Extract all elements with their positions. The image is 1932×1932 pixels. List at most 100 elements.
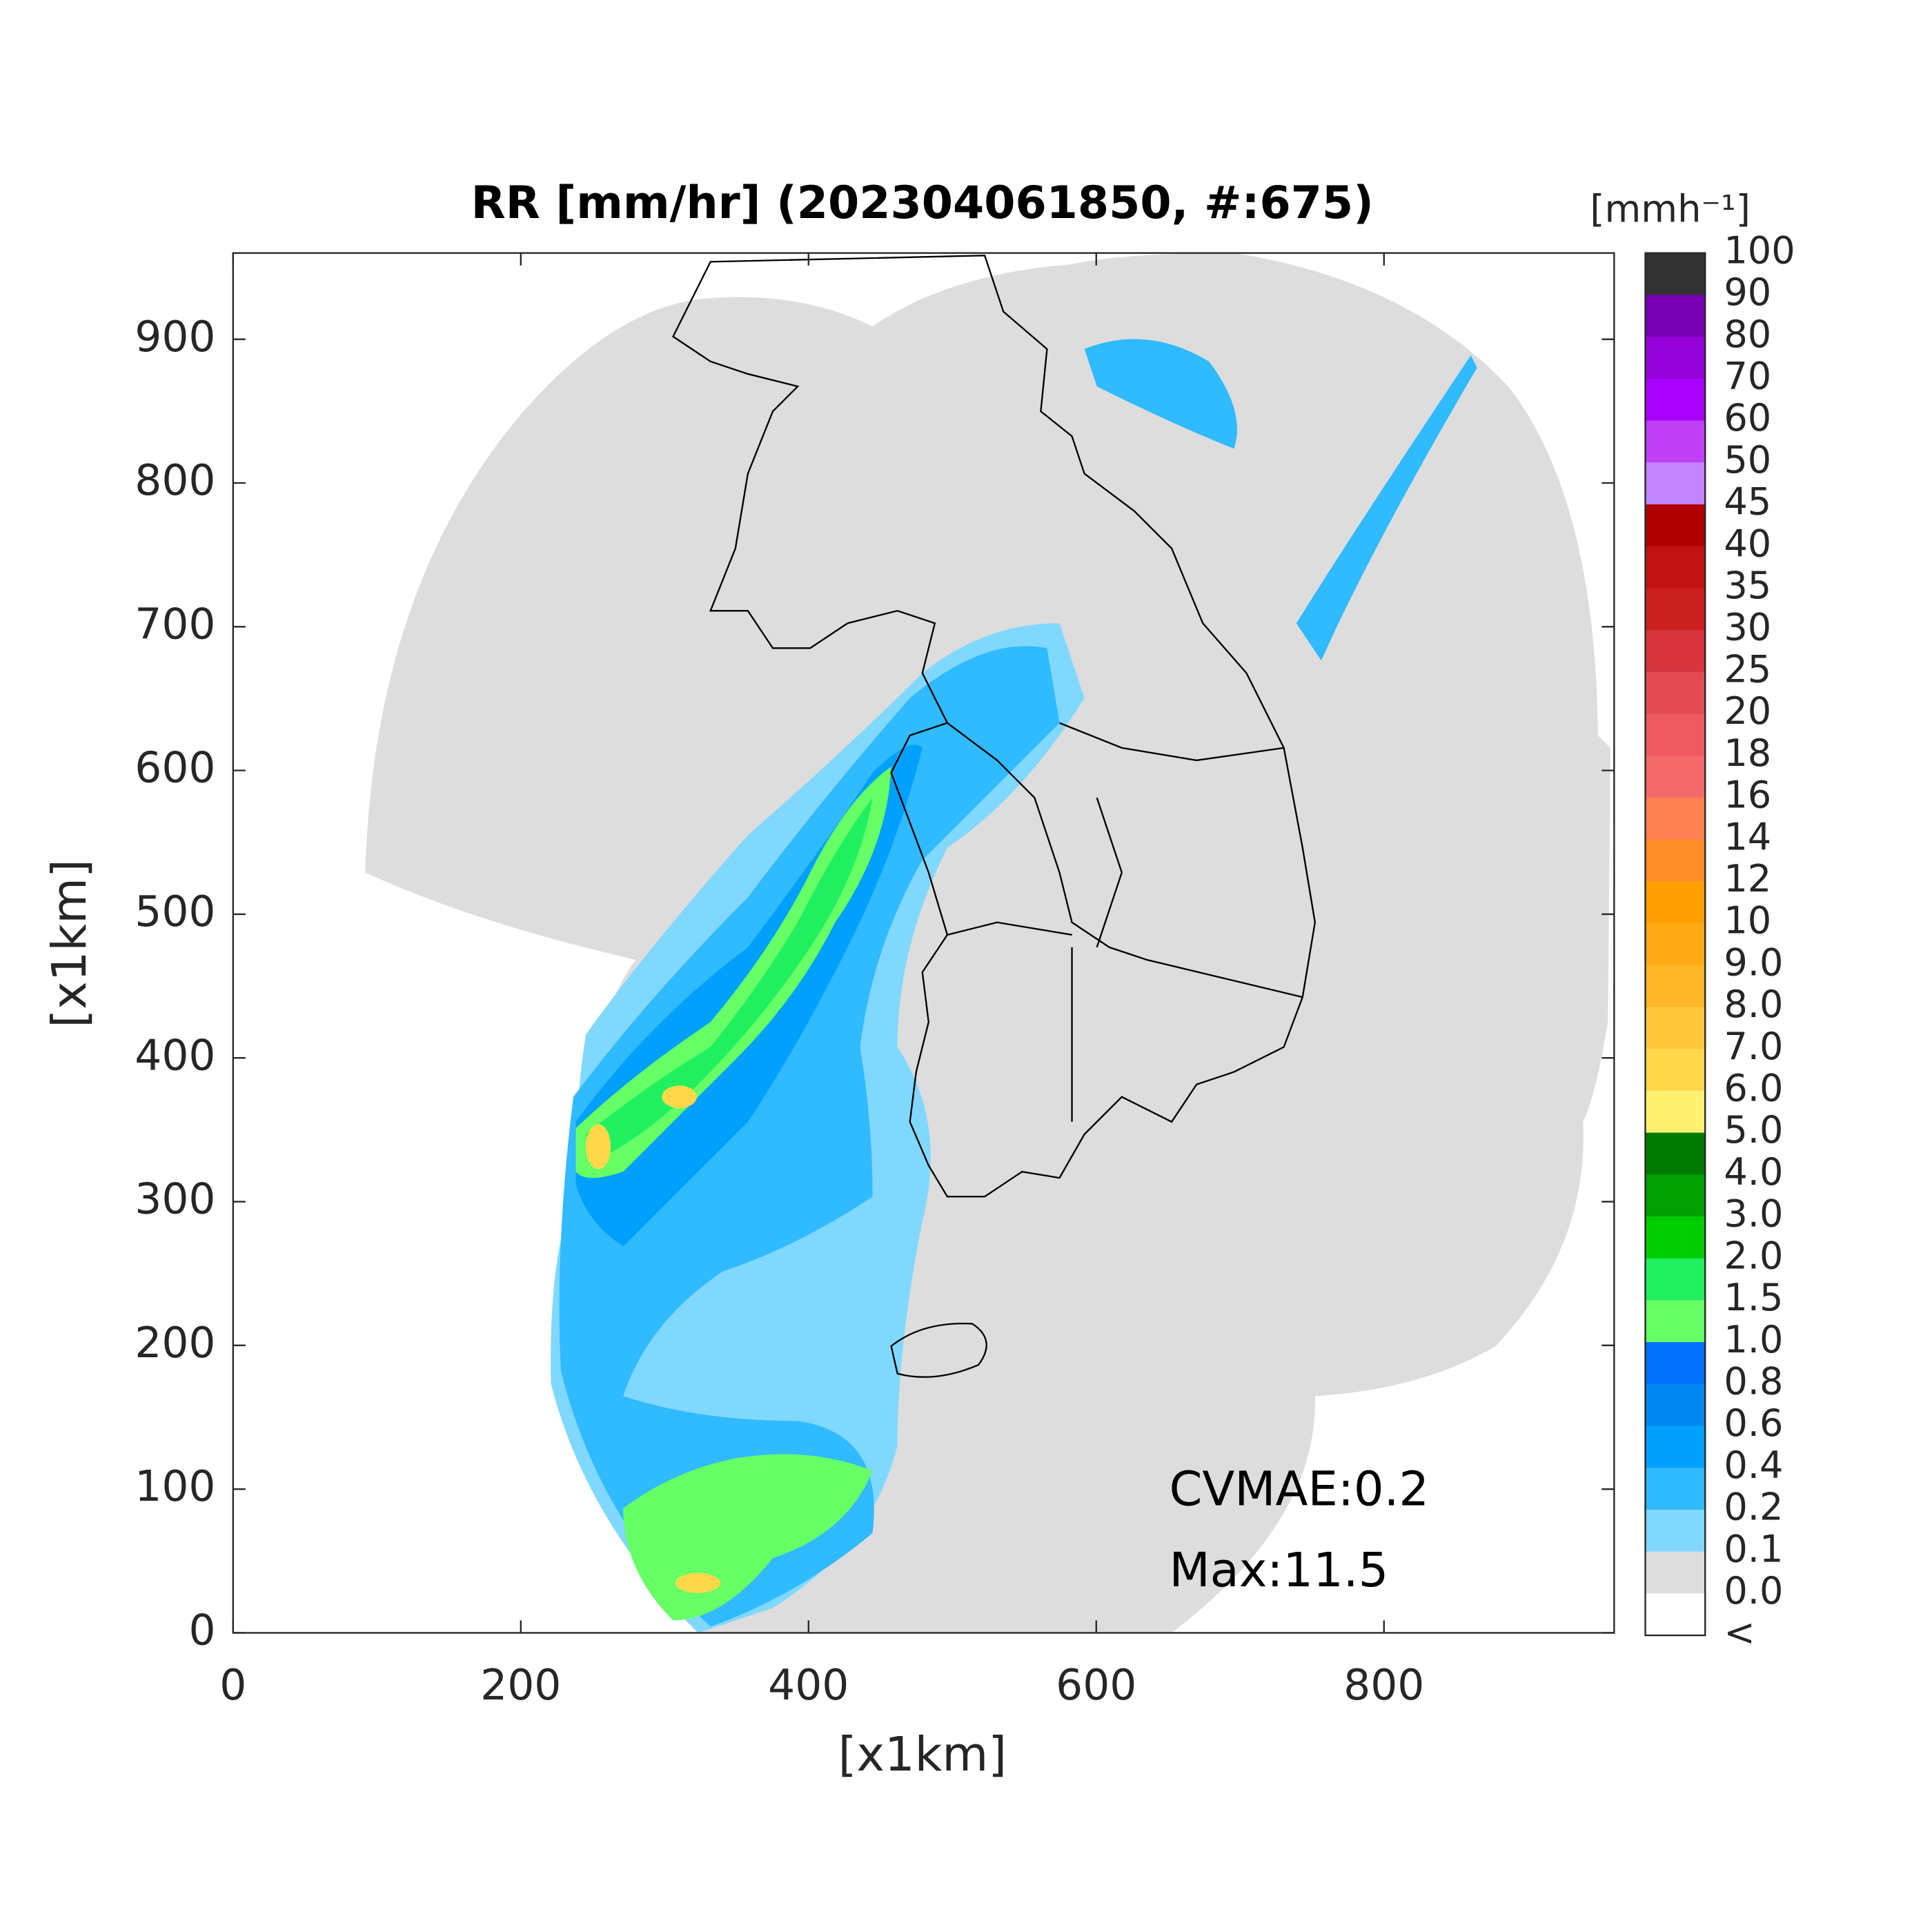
colorbar-segment	[1645, 1509, 1706, 1552]
colorbar-label: 0.4	[1724, 1443, 1783, 1487]
colorbar-label: 4.0	[1724, 1150, 1783, 1194]
x-axis-label: [x1km]	[838, 1727, 1007, 1782]
colorbar-label: 18	[1724, 731, 1771, 775]
annotation: Max:11.5	[1169, 1543, 1388, 1598]
x-tick-label: 800	[1343, 1661, 1424, 1710]
colorbar-segment	[1645, 1174, 1706, 1217]
colorbar-label: 3.0	[1724, 1192, 1783, 1236]
colorbar-label: 60	[1724, 396, 1771, 440]
colorbar-segment	[1645, 671, 1706, 715]
colorbar-segment	[1645, 1342, 1706, 1385]
colorbar-segment	[1645, 546, 1706, 589]
colorbar-label: 7.0	[1724, 1025, 1783, 1068]
colorbar-label: 45	[1724, 480, 1771, 524]
colorbar-segment	[1645, 1049, 1706, 1092]
colorbar-label: 40	[1724, 522, 1771, 565]
coastline-north	[671, 255, 1316, 1198]
colorbar-label: 8.0	[1724, 983, 1783, 1026]
colorbar-label: 2.0	[1724, 1234, 1783, 1277]
y-tick-label: 100	[135, 1462, 215, 1511]
rain-cell	[676, 1573, 721, 1593]
y-axis-label: [x1km]	[42, 859, 97, 1027]
colorbar-label: 10	[1724, 899, 1771, 943]
y-tick-label: 300	[135, 1175, 215, 1224]
colorbar-segment	[1645, 462, 1706, 505]
colorbar-label: 0.2	[1724, 1486, 1783, 1529]
colorbar-segment	[1645, 504, 1706, 547]
colorbar-segment	[1645, 378, 1706, 422]
plot-frame	[232, 252, 1615, 1634]
colorbar-label: 14	[1724, 815, 1771, 858]
y-tick-label: 400	[135, 1031, 215, 1080]
colorbar-label: 1.0	[1724, 1318, 1783, 1361]
colorbar-label: 9.0	[1724, 940, 1783, 984]
colorbar-label: 16	[1724, 773, 1771, 817]
colorbar-segment	[1645, 420, 1706, 464]
colorbar-segment	[1645, 253, 1706, 296]
jeju-island	[890, 1322, 987, 1378]
y-tick-label: 700	[135, 600, 215, 649]
colorbar-segment	[1645, 839, 1706, 883]
colorbar-segment	[1645, 1593, 1706, 1636]
x-tick-label: 0	[219, 1661, 246, 1710]
colorbar-label: 30	[1724, 606, 1771, 649]
x-tick-label: 400	[768, 1661, 849, 1710]
colorbar-segment	[1645, 1258, 1706, 1301]
colorbar-label: 35	[1724, 564, 1771, 607]
colorbar-segment	[1645, 1383, 1706, 1427]
y-tick-label: 0	[188, 1606, 215, 1655]
colorbar-label: 0.8	[1724, 1359, 1783, 1403]
rain-cell	[662, 1085, 697, 1108]
colorbar-segment	[1645, 1468, 1706, 1510]
colorbar-segment	[1645, 337, 1706, 379]
colorbar-segment	[1645, 1007, 1706, 1050]
colorbar-label: 5.0	[1724, 1108, 1783, 1152]
colorbar-segment	[1645, 588, 1706, 631]
colorbar-segment	[1645, 1300, 1706, 1343]
colorbar-label: 90	[1724, 270, 1771, 314]
colorbar-label: 50	[1724, 438, 1771, 482]
province-borders	[947, 722, 1303, 1122]
colorbar-label: <	[1724, 1611, 1755, 1655]
colorbar-segment	[1645, 923, 1706, 966]
colorbar-segment	[1645, 797, 1706, 840]
colorbar-label: 0.0	[1724, 1569, 1783, 1613]
y-tick-label: 600	[135, 744, 215, 793]
x-tick-label: 200	[480, 1661, 561, 1710]
colorbar-label: 100	[1724, 228, 1795, 272]
colorbar-segment	[1645, 881, 1706, 924]
colorbar-label: 80	[1724, 313, 1771, 356]
rain-moderate	[559, 646, 1060, 1627]
colorbar-label: 12	[1724, 857, 1771, 900]
map-title: RR [mm/hr] (202304061850, #:675)	[471, 177, 1374, 229]
rain-northeast	[1084, 339, 1477, 661]
colorbar-label: 0.1	[1724, 1527, 1783, 1570]
colorbar-segment	[1645, 295, 1706, 338]
colorbar-label: 6.0	[1724, 1067, 1783, 1110]
colorbar-label: 0.6	[1724, 1401, 1783, 1445]
colorbar-segment	[1645, 1426, 1706, 1469]
colorbar-label: 25	[1724, 647, 1771, 691]
colorbar-segment	[1645, 1216, 1706, 1259]
colorbar-unit: [mmh⁻¹]	[1590, 188, 1751, 231]
x-tick-label: 600	[1056, 1661, 1136, 1710]
colorbar-label: 70	[1724, 354, 1771, 397]
rain-cell	[586, 1124, 611, 1170]
radar-field	[365, 253, 1610, 1633]
rain-band	[575, 766, 891, 1179]
colorbar-segment	[1645, 1132, 1706, 1176]
colorbar-frame	[1644, 252, 1706, 1637]
colorbar-segment	[1645, 713, 1706, 757]
colorbar-segment	[1645, 630, 1706, 673]
colorbar-label: 20	[1724, 689, 1771, 733]
y-tick-label: 900	[135, 313, 215, 362]
coastline	[671, 255, 1316, 1378]
annotation: CVMAE:0.2	[1169, 1461, 1429, 1517]
y-tick-label: 800	[135, 456, 215, 505]
colorbar-segment	[1645, 965, 1706, 1008]
colorbar-segment	[1645, 756, 1706, 798]
colorbar-label: 1.5	[1724, 1276, 1783, 1319]
rain-band-core	[586, 798, 873, 1159]
colorbar-segment	[1645, 1090, 1706, 1134]
